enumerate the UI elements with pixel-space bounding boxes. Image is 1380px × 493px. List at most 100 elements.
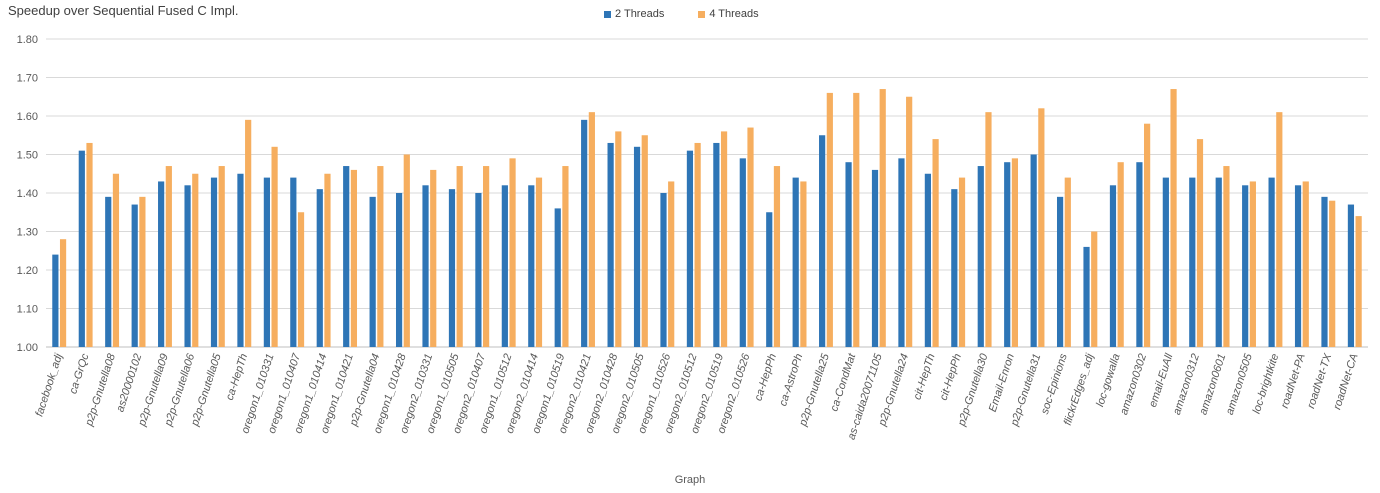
bar-4-threads xyxy=(562,166,569,347)
bar-2-threads xyxy=(1162,177,1169,347)
bar-4-threads xyxy=(720,131,728,347)
y-tick-label: 1.80 xyxy=(17,34,38,46)
y-tick-label: 1.10 xyxy=(17,304,38,316)
legend-swatch-4-threads xyxy=(698,10,706,18)
bar-4-threads xyxy=(271,146,278,347)
bar-4-threads xyxy=(1355,216,1362,347)
bar-2-threads xyxy=(105,196,112,347)
x-tick-label: email-EuAll xyxy=(1147,352,1176,409)
bar-2-threads xyxy=(316,189,323,347)
bar-4-threads xyxy=(1249,181,1256,347)
x-tick-label: Email-Enron xyxy=(987,352,1017,413)
bar-2-threads xyxy=(554,208,561,347)
bar-4-threads xyxy=(747,127,754,347)
bar-2-threads xyxy=(210,177,218,347)
bar-4-threads xyxy=(139,196,146,347)
bar-2-threads xyxy=(766,212,773,347)
bar-2-threads xyxy=(422,185,429,347)
legend-item-2-threads: 2 Threads xyxy=(604,8,664,20)
bar-4-threads xyxy=(192,173,199,347)
x-tick-label: ca-GrQc xyxy=(67,352,91,396)
x-tick-label: loc-gowalla xyxy=(1094,352,1122,408)
bar-2-threads xyxy=(475,193,482,347)
bar-2-threads xyxy=(607,142,614,347)
legend: 2 Threads 4 Threads xyxy=(604,8,759,20)
bar-4-threads xyxy=(1302,181,1309,347)
bar-2-threads xyxy=(1030,154,1037,347)
bar-2-threads xyxy=(792,177,799,347)
y-tick-label: 1.00 xyxy=(17,342,38,354)
x-tick-label: soc-Epinions xyxy=(1039,352,1070,416)
y-tick-label: 1.40 xyxy=(17,188,38,200)
y-tick-label: 1.30 xyxy=(17,227,38,239)
bar-4-threads xyxy=(377,166,384,347)
bar-4-threads xyxy=(826,92,833,348)
bar-2-threads xyxy=(951,189,958,347)
bar-4-threads xyxy=(1196,139,1204,347)
x-tick-label: roadNet-PA xyxy=(1279,352,1308,410)
x-tick-label: ca-AstroPh xyxy=(777,352,805,407)
bar-4-threads xyxy=(59,239,67,347)
bar-2-threads xyxy=(1268,177,1275,347)
x-tick-label: roadNet-TX xyxy=(1305,352,1334,410)
bar-2-threads xyxy=(871,169,879,347)
x-tick-label: roadNet-CA xyxy=(1331,352,1360,411)
bar-4-threads xyxy=(165,166,172,347)
bar-4-threads xyxy=(1223,166,1230,347)
x-tick-label: ca-HepPh xyxy=(752,352,779,402)
bar-2-threads xyxy=(343,166,350,347)
bar-4-threads xyxy=(456,166,463,347)
bar-4-threads xyxy=(86,142,93,347)
bar-4-threads xyxy=(985,112,992,348)
x-tick-label: loc-brightkite xyxy=(1251,352,1282,415)
bar-2-threads xyxy=(686,150,694,347)
bar-2-threads xyxy=(1347,204,1355,347)
bar-2-threads xyxy=(1109,185,1117,347)
bar-2-threads xyxy=(845,162,852,347)
y-axis-title: Speedup over Sequential Fused C Impl. xyxy=(8,3,239,18)
bar-2-threads xyxy=(819,135,826,347)
bar-2-threads xyxy=(290,177,297,347)
bar-4-threads xyxy=(641,135,648,347)
bar-2-threads xyxy=(713,142,720,347)
bar-4-threads xyxy=(615,131,622,347)
legend-label-2-threads: 2 Threads xyxy=(615,8,665,20)
x-tick-label: amazon0302 xyxy=(1118,352,1149,416)
x-tick-label: as20000102 xyxy=(114,352,144,413)
bar-2-threads xyxy=(739,158,746,347)
x-tick-label: ca-CondMat xyxy=(828,351,858,413)
bar-4-threads xyxy=(483,166,490,347)
y-tick-label: 1.20 xyxy=(17,265,38,277)
bar-2-threads xyxy=(1083,246,1090,347)
legend-label-4-threads: 4 Threads xyxy=(709,8,759,20)
bar-4-threads xyxy=(535,177,543,347)
bar-4-threads xyxy=(1117,162,1124,347)
bar-2-threads xyxy=(448,189,456,347)
bar-4-threads xyxy=(1091,231,1098,347)
bar-4-threads xyxy=(509,158,516,347)
bar-2-threads xyxy=(977,166,984,347)
legend-swatch-2-threads xyxy=(604,10,611,18)
bar-2-threads xyxy=(395,193,403,347)
x-tick-label: amazon0601 xyxy=(1197,352,1228,416)
bar-2-threads xyxy=(369,196,376,347)
x-tick-label: amazon0312 xyxy=(1171,352,1202,416)
y-tick-label: 1.50 xyxy=(17,150,38,162)
bar-2-threads xyxy=(237,173,244,347)
bar-2-threads xyxy=(158,181,165,347)
bar-2-threads xyxy=(1215,177,1222,347)
bar-4-threads xyxy=(1064,177,1071,347)
bar-4-threads xyxy=(932,139,939,347)
y-tick-label: 1.60 xyxy=(17,111,38,123)
bar-2-threads xyxy=(131,204,138,347)
bar-4-threads xyxy=(958,177,966,347)
bar-4-threads xyxy=(668,181,675,347)
bar-2-threads xyxy=(581,119,588,347)
legend-item-4-threads: 4 Threads xyxy=(698,8,759,20)
x-axis-title: Graph xyxy=(674,474,706,486)
bar-4-threads xyxy=(694,142,701,347)
x-tick-label: facebook_adj xyxy=(33,352,65,418)
bar-4-threads xyxy=(245,119,252,347)
bar-4-threads xyxy=(324,173,331,347)
